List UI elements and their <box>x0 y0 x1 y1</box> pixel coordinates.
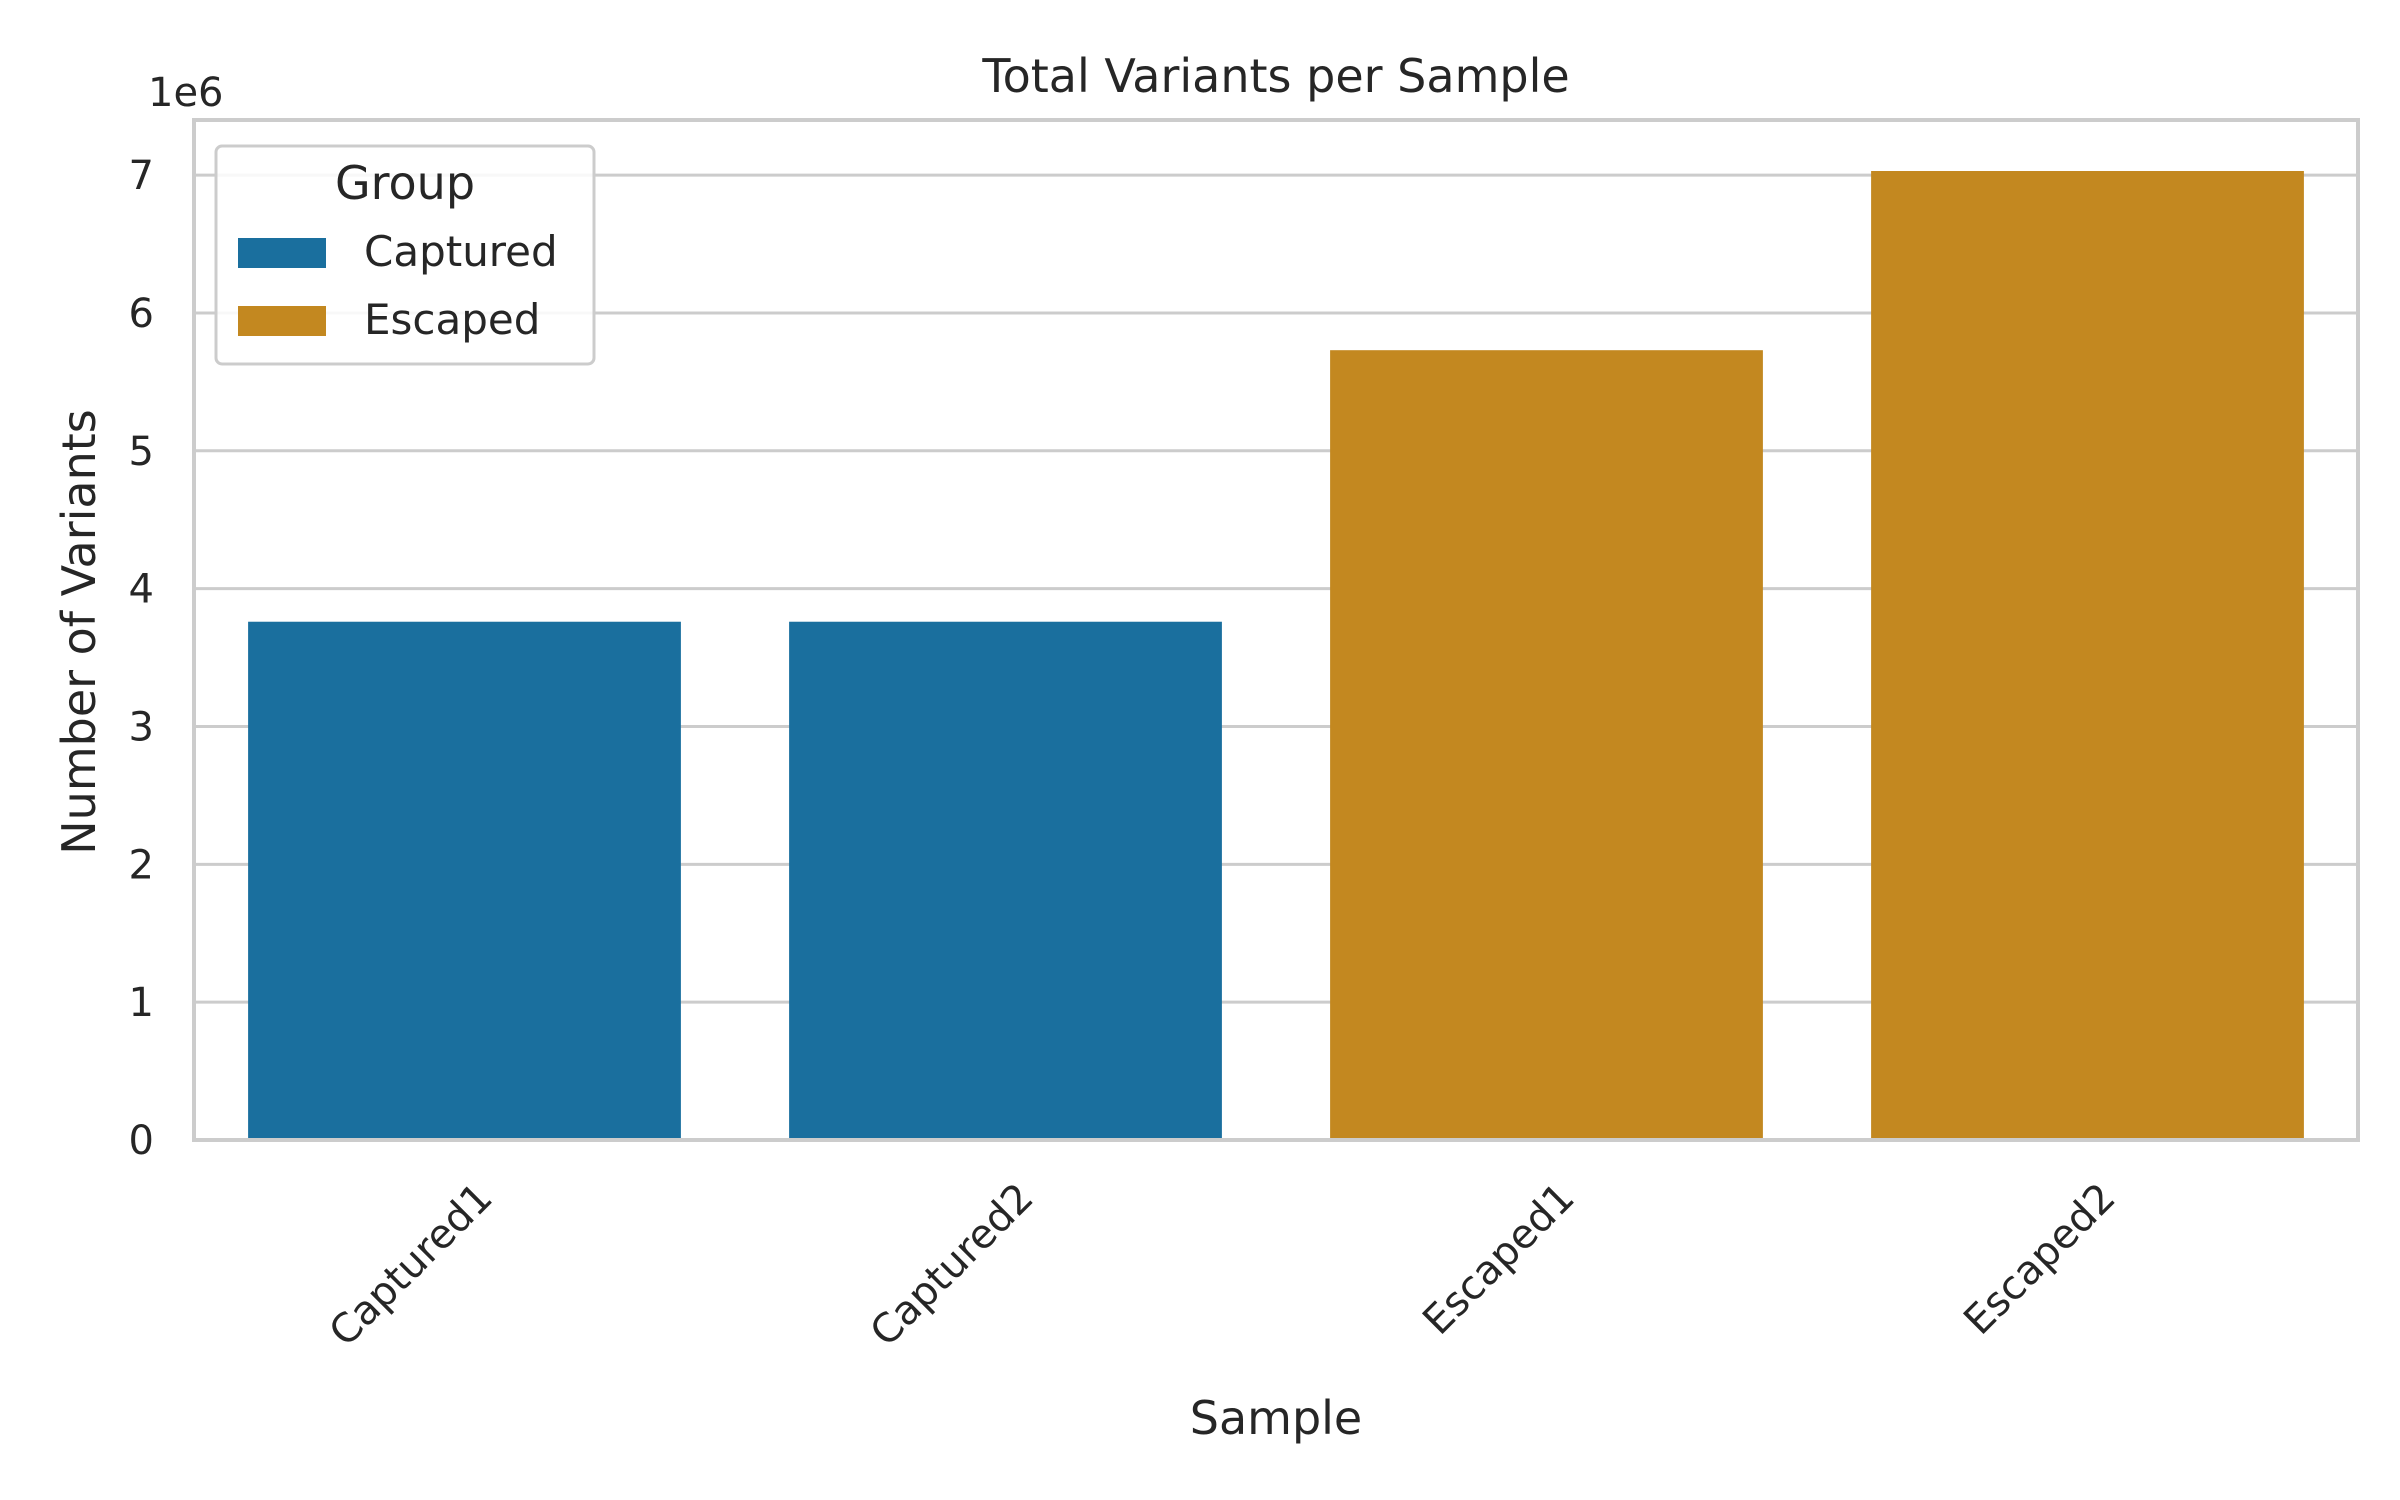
y-tick-label: 7 <box>129 153 154 199</box>
bar-captured2 <box>789 621 1222 1140</box>
bar-captured1 <box>248 621 681 1140</box>
y-axis-label: Number of Variants <box>52 409 106 855</box>
x-axis-label: Sample <box>1190 1391 1362 1445</box>
chart-title: Total Variants per Sample <box>981 49 1569 103</box>
plot-frame <box>192 118 2360 1142</box>
x-tick-label: Captured1 <box>321 1175 502 1356</box>
legend-label-captured: Captured <box>364 227 558 276</box>
y-tick-label: 3 <box>129 704 154 750</box>
y-tick-labels: 0 1 2 3 4 5 6 7 <box>129 153 154 1164</box>
y-offset-label: 1e6 <box>148 70 224 116</box>
y-tick-label: 0 <box>129 1118 154 1164</box>
y-tick-label: 4 <box>129 567 154 613</box>
x-tick-label: Escaped2 <box>1955 1175 2124 1344</box>
legend-label-escaped: Escaped <box>364 295 540 344</box>
legend-swatch-escaped <box>238 306 326 336</box>
legend: Group Captured Escaped <box>214 144 596 366</box>
bars <box>248 171 2304 1140</box>
bar-escaped2 <box>1871 171 2304 1140</box>
x-tick-label: Escaped1 <box>1414 1175 1583 1344</box>
y-tick-label: 6 <box>129 291 154 337</box>
y-tick-label: 1 <box>129 980 154 1026</box>
bar-escaped1 <box>1330 350 1763 1140</box>
x-tick-labels: Captured1 Captured2 Escaped1 Escaped2 <box>321 1175 2125 1356</box>
x-tick-label: Captured2 <box>862 1175 1043 1356</box>
legend-title: Group <box>335 156 475 210</box>
y-tick-label: 5 <box>129 429 154 475</box>
y-tick-label: 2 <box>129 842 154 888</box>
legend-swatch-captured <box>238 238 326 268</box>
